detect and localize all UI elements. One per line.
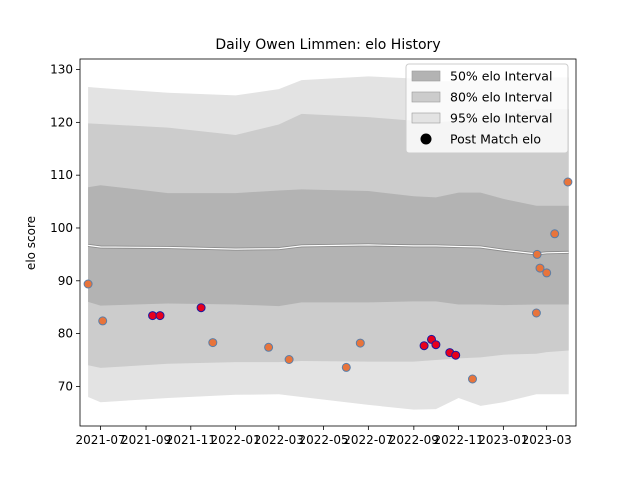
- data-point: [419, 341, 429, 351]
- x-tick-label: 2022-11: [434, 433, 484, 447]
- data-point: [542, 268, 552, 278]
- legend-label: Post Match elo: [450, 132, 541, 147]
- data-point: [83, 279, 93, 289]
- x-tick-label: 2021-11: [166, 433, 216, 447]
- chart-title: Daily Owen Limmen: elo History: [215, 37, 440, 53]
- legend: 50% elo Interval 80% elo Interval 95% elo …: [405, 63, 569, 154]
- data-point: [531, 308, 541, 318]
- x-tick-label: 2022-09: [389, 433, 439, 447]
- data-point: [431, 340, 441, 350]
- x-tick-label: 2022-07: [343, 433, 393, 447]
- data-point: [468, 374, 477, 384]
- y-tick-label: 120: [50, 115, 73, 129]
- y-tick-label: 130: [50, 63, 73, 77]
- data-point: [550, 229, 560, 239]
- mean-line: [88, 244, 569, 255]
- data-point: [208, 338, 218, 348]
- data-point: [196, 303, 206, 313]
- y-tick-label: 100: [50, 221, 73, 235]
- legend-box: [405, 63, 569, 154]
- mean-line-group: [87, 243, 569, 256]
- data-point: [148, 311, 158, 321]
- y-tick-label: 110: [50, 168, 73, 182]
- legend-swatch: [411, 70, 441, 82]
- data-point: [451, 350, 461, 360]
- y-tick-label: 90: [58, 274, 73, 288]
- axes: 7080901001101201302021-072021-092021-112…: [50, 58, 577, 447]
- legend-label: 95% elo Interval: [450, 111, 552, 126]
- y-axis-label: elo score: [24, 216, 38, 270]
- x-tick-label: 2022-01: [210, 433, 260, 447]
- legend-swatch: [411, 91, 441, 103]
- x-tick-label: 2023-03: [522, 433, 572, 447]
- y-tick-label: 70: [58, 379, 73, 393]
- x-tick-label: 2023-01: [478, 433, 528, 447]
- post-match-points: [83, 177, 573, 384]
- data-point: [155, 311, 165, 321]
- x-tick-label: 2022-03: [254, 433, 304, 447]
- x-tick-label: 2021-09: [121, 433, 171, 447]
- x-tick-label: 2021-07: [75, 433, 125, 447]
- data-point: [535, 263, 545, 273]
- data-point: [264, 342, 274, 352]
- data-point: [532, 249, 542, 259]
- data-point: [341, 362, 351, 372]
- y-tick-label: 80: [58, 327, 73, 341]
- data-point: [284, 355, 294, 364]
- legend-label: 50% elo Interval: [450, 69, 552, 84]
- legend-label: 80% elo Interval: [450, 90, 552, 105]
- data-point: [563, 177, 573, 187]
- legend-marker: [420, 133, 432, 145]
- x-tick-label: 2022-05: [299, 433, 349, 447]
- legend-swatch: [411, 112, 441, 124]
- interval-bands: [88, 76, 569, 410]
- data-point: [98, 316, 108, 326]
- data-point: [355, 338, 365, 348]
- plot-frame: [79, 58, 577, 427]
